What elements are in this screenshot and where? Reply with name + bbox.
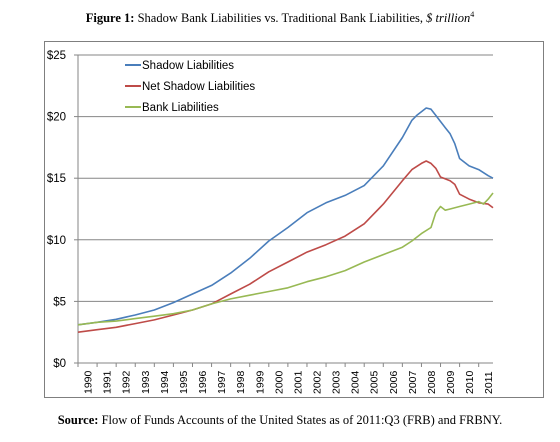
legend-label-net: Net Shadow Liabilities bbox=[142, 81, 255, 93]
x-tick-label: 2005 bbox=[369, 370, 381, 394]
x-tick-label: 1995 bbox=[178, 370, 190, 394]
x-tick-label: 2001 bbox=[292, 370, 304, 394]
figure-label: Figure 1: bbox=[85, 11, 135, 26]
x-tick-label: 1997 bbox=[216, 370, 228, 394]
gridlines bbox=[78, 54, 493, 364]
x-tick-label: 1990 bbox=[83, 370, 95, 394]
legend: Shadow Liabilities Net Shadow Liabilities… bbox=[125, 60, 255, 114]
series-line-bank bbox=[77, 192, 494, 326]
y-tick-label: $15 bbox=[47, 173, 66, 185]
x-tick-label: 2000 bbox=[273, 370, 285, 394]
x-tick-label: 2007 bbox=[407, 370, 419, 394]
x-tick-label: 2003 bbox=[331, 370, 343, 394]
source-note: Source: Flow of Funds Accounts of the Un… bbox=[0, 413, 560, 428]
x-tick-label: 1998 bbox=[235, 370, 247, 394]
x-tick-label: 1996 bbox=[197, 370, 209, 394]
y-tick-label: $10 bbox=[47, 235, 66, 247]
x-tick-label: 2011 bbox=[483, 371, 495, 394]
x-tick-label: 1999 bbox=[254, 370, 266, 394]
y-tick-label: $5 bbox=[53, 296, 66, 308]
figure-title: Figure 1: Shadow Bank Liabilities vs. Tr… bbox=[0, 10, 560, 26]
x-tick-label: 2010 bbox=[464, 370, 476, 394]
x-tick-label: 2004 bbox=[350, 370, 362, 394]
legend-label-shadow: Shadow Liabilities bbox=[142, 60, 234, 72]
y-tick-label: $25 bbox=[47, 50, 66, 62]
series-lines bbox=[77, 107, 494, 333]
x-tick-label: 2002 bbox=[312, 370, 324, 394]
footnote-marker: 4 bbox=[470, 10, 475, 19]
figure-title-text: Shadow Bank Liabilities vs. Traditional … bbox=[134, 11, 427, 26]
figure-unit: $ trillion bbox=[426, 11, 471, 26]
x-tick-label: 1992 bbox=[121, 370, 133, 394]
x-tick-label: 2009 bbox=[445, 370, 457, 394]
x-tick-label: 1993 bbox=[140, 370, 152, 394]
x-tick-label: 1994 bbox=[159, 370, 171, 394]
series-line-net bbox=[77, 160, 494, 333]
x-tick-label: 2008 bbox=[426, 370, 438, 394]
x-tick-label: 1991 bbox=[102, 370, 114, 394]
y-axis-ticks: $0 $5 $10 $15 $20 $25 bbox=[47, 50, 79, 370]
source-label: Source: bbox=[57, 413, 99, 427]
y-tick-label: $0 bbox=[53, 358, 66, 370]
y-tick-label: $20 bbox=[47, 112, 66, 124]
series-line-shadow bbox=[77, 107, 494, 326]
chart-area bbox=[44, 41, 544, 398]
legend-label-bank: Bank Liabilities bbox=[142, 102, 219, 114]
x-tick-label: 2006 bbox=[388, 370, 400, 394]
source-text: Flow of Funds Accounts of the United Sta… bbox=[98, 413, 503, 427]
x-axis-ticks: 1990 1991 1992 1993 1994 1995 1996 1997 1998 1999… bbox=[77, 363, 495, 394]
